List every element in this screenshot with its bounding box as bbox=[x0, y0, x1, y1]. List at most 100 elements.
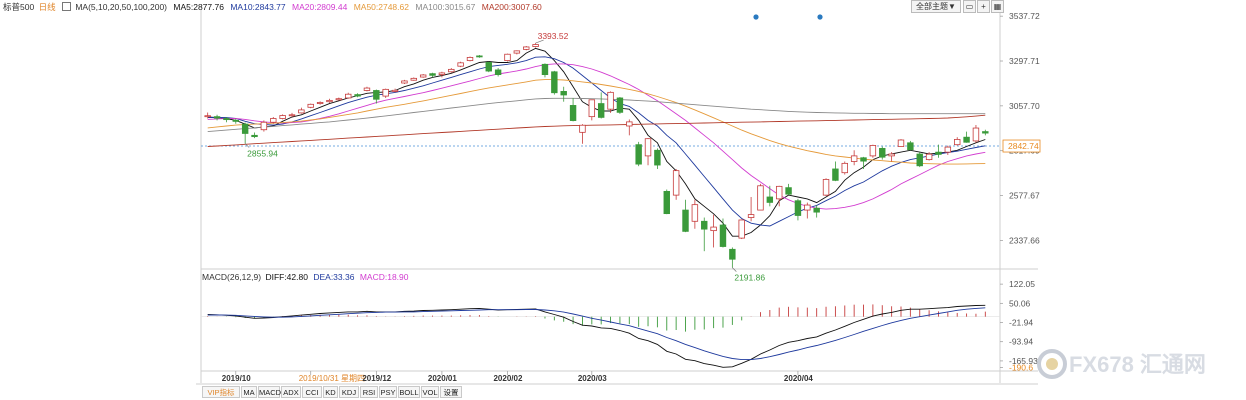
candle bbox=[953, 137, 961, 146]
toolbar-button-boll[interactable]: BOLL bbox=[398, 386, 420, 398]
candle bbox=[841, 161, 848, 175]
candle bbox=[822, 178, 830, 197]
toolbar-button-cci[interactable]: CCI bbox=[302, 386, 322, 398]
ma-settings-icon[interactable] bbox=[61, 2, 71, 11]
candle bbox=[682, 199, 689, 233]
toolbar-button-vol[interactable]: VOL bbox=[421, 386, 439, 398]
candle-body bbox=[729, 248, 736, 260]
candle-body bbox=[925, 153, 933, 161]
candle-body bbox=[972, 127, 980, 142]
toolbar-button-macd[interactable]: MACD bbox=[258, 386, 282, 398]
candle bbox=[260, 120, 268, 132]
candle bbox=[626, 119, 633, 136]
candle bbox=[757, 183, 764, 211]
annotation-label: 3393.52 bbox=[538, 31, 569, 41]
candle-body bbox=[813, 207, 820, 213]
date-label: 2019/10 bbox=[222, 374, 251, 383]
candle bbox=[485, 61, 492, 73]
candle bbox=[982, 129, 989, 136]
toolbar-button-kd[interactable]: KD bbox=[323, 386, 338, 398]
candle-body bbox=[307, 103, 314, 108]
period-selector[interactable]: 日线 bbox=[38, 2, 56, 12]
candle-body bbox=[504, 53, 511, 61]
candle bbox=[316, 101, 324, 105]
candle bbox=[476, 54, 483, 58]
restore-icon[interactable]: ▭ bbox=[963, 0, 976, 13]
event-marker-icon bbox=[753, 14, 759, 20]
toolbar-button-psy[interactable]: PSY bbox=[379, 386, 397, 398]
candle bbox=[710, 214, 717, 248]
date-label: 2019/10/31 星期四 bbox=[299, 374, 365, 383]
candle-body bbox=[363, 87, 371, 91]
main-legend: 标普500 日线 MA(5,10,20,50,100,200) MA5:2877… bbox=[3, 1, 542, 13]
candle bbox=[401, 79, 408, 84]
toolbar-button-adx[interactable]: ADX bbox=[281, 386, 301, 398]
candle-body bbox=[663, 190, 670, 215]
crosshair-icon[interactable]: + bbox=[977, 0, 990, 13]
candle bbox=[738, 219, 745, 240]
candle-body bbox=[429, 73, 436, 76]
price-tick-label: 3057.70 bbox=[1009, 101, 1040, 111]
candle bbox=[523, 46, 530, 51]
candle-body bbox=[494, 69, 502, 75]
candle-body bbox=[410, 77, 418, 81]
candle bbox=[972, 125, 980, 143]
candle-body bbox=[579, 124, 586, 133]
price-tick-label: 3537.72 bbox=[1009, 11, 1040, 21]
candle bbox=[466, 56, 474, 62]
candle-body bbox=[916, 153, 923, 167]
toolbar-button-ma[interactable]: MA bbox=[241, 386, 257, 398]
macd-tick-label: 122.05 bbox=[1009, 279, 1035, 289]
candle-body bbox=[560, 91, 567, 96]
candle bbox=[204, 112, 211, 119]
candle bbox=[701, 217, 708, 252]
candle bbox=[850, 150, 858, 166]
candle-body bbox=[523, 46, 530, 50]
candle bbox=[504, 53, 511, 62]
price-tick-label: 2337.66 bbox=[1009, 235, 1040, 245]
candle-body bbox=[794, 200, 802, 216]
candle bbox=[307, 103, 314, 109]
candle bbox=[326, 98, 333, 103]
candle-body bbox=[879, 148, 886, 158]
candle bbox=[644, 138, 652, 166]
candle-body bbox=[232, 119, 240, 122]
ma200-value: MA200:3007.60 bbox=[481, 2, 542, 12]
candle bbox=[213, 114, 221, 121]
candle bbox=[775, 185, 783, 207]
candle-body bbox=[438, 72, 446, 75]
date-label: 2020/03 bbox=[578, 374, 607, 383]
toolbar-button-rsi[interactable]: RSI bbox=[360, 386, 378, 398]
grid-icon[interactable]: ▦ bbox=[991, 0, 1004, 13]
candle-body bbox=[382, 88, 389, 97]
candle bbox=[232, 118, 240, 124]
candle-body bbox=[944, 146, 952, 153]
candle bbox=[832, 161, 839, 182]
ma-line-ma100 bbox=[207, 97, 986, 133]
toolbar-button-kdj[interactable]: KDJ bbox=[339, 386, 359, 398]
candle-body bbox=[860, 157, 867, 162]
candle-body bbox=[401, 80, 408, 84]
candle bbox=[672, 168, 680, 200]
candle bbox=[494, 68, 502, 77]
candle-body bbox=[935, 151, 942, 155]
candle bbox=[888, 152, 895, 162]
candle-body bbox=[804, 204, 811, 211]
macd-tick-label: -21.94 bbox=[1009, 318, 1033, 328]
candle bbox=[785, 183, 792, 196]
ma-set-label: MA(5,10,20,50,100,200) bbox=[75, 2, 168, 12]
toolbar-button-settings[interactable]: 设置 bbox=[440, 386, 462, 398]
candle-body bbox=[766, 196, 774, 203]
macd-dea-value: DEA:33.36 bbox=[313, 272, 355, 282]
candle-body bbox=[747, 214, 755, 218]
price-axis: 3537.723297.713057.702817.692577.672337.… bbox=[1000, 11, 1041, 245]
candle bbox=[804, 202, 811, 219]
candle-body bbox=[270, 118, 277, 123]
candle-body bbox=[354, 94, 361, 97]
candle-body bbox=[850, 155, 858, 162]
toolbar-button-vip[interactable]: VIP指标 bbox=[202, 386, 240, 398]
theme-dropdown[interactable]: 全部主题▼ bbox=[911, 0, 961, 13]
candle bbox=[457, 61, 464, 68]
